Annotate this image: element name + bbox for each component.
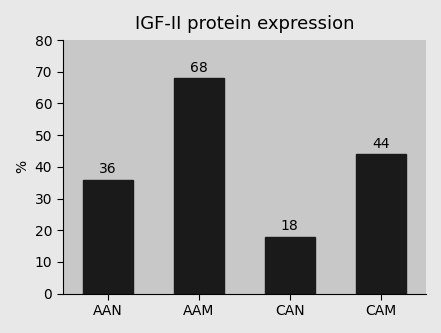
- Y-axis label: %: %: [15, 160, 29, 173]
- Text: 44: 44: [372, 137, 389, 151]
- Bar: [83, 179, 133, 294]
- Bar: [265, 236, 315, 294]
- Bar: [174, 78, 224, 294]
- Text: 18: 18: [281, 219, 299, 233]
- Bar: [355, 154, 406, 294]
- Title: IGF-II protein expression: IGF-II protein expression: [135, 15, 354, 33]
- Text: 36: 36: [99, 163, 117, 176]
- Text: 68: 68: [190, 61, 208, 75]
